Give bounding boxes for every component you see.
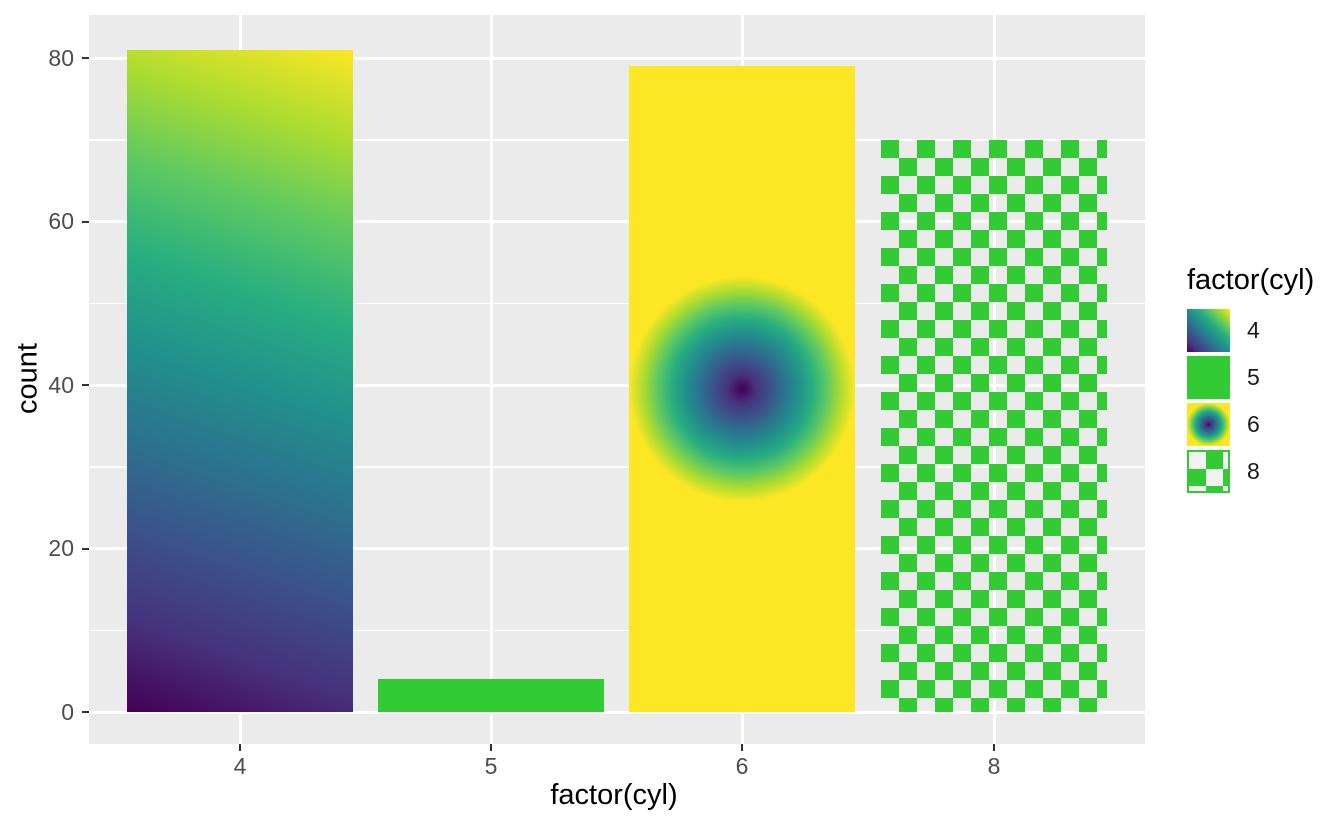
y-tick-label: 60	[48, 208, 74, 235]
x-tick-label: 6	[735, 753, 749, 779]
gridline-major	[89, 220, 1145, 224]
y-tick-label: 0	[61, 698, 74, 725]
legend: factor(cyl) 4 5 6 8	[1187, 266, 1314, 497]
gridline-minor	[89, 466, 1145, 468]
legend-key-swatch-4	[1187, 309, 1230, 352]
legend-key-swatch-8	[1187, 450, 1230, 493]
legend-key-swatch-5	[1187, 356, 1230, 399]
legend-entries: 4 5 6 8	[1187, 309, 1314, 493]
bar-cyl-8	[881, 139, 1107, 712]
gridline-major	[89, 383, 1145, 387]
legend-key-swatch-6	[1187, 403, 1230, 446]
x-tick-mark	[741, 744, 743, 751]
x-tick-mark	[993, 744, 995, 751]
gridline-major	[89, 56, 1145, 60]
x-tick-label: 4	[233, 753, 247, 779]
y-tick-mark	[82, 711, 89, 713]
x-tick-mark	[490, 744, 492, 751]
x-tick-mark	[239, 744, 241, 751]
bar-cyl-6	[629, 66, 855, 712]
plot-panel	[89, 15, 1145, 744]
bar-cyl-5	[378, 679, 604, 712]
y-tick-label: 20	[48, 535, 74, 561]
gridline-major	[89, 710, 1145, 714]
legend-item-5: 5	[1187, 356, 1314, 399]
legend-item-6: 6	[1187, 403, 1314, 446]
y-tick-mark	[82, 220, 89, 223]
legend-label: 5	[1247, 364, 1260, 390]
gridline-minor	[89, 139, 1145, 141]
legend-label: 8	[1247, 458, 1260, 484]
x-tick-label: 5	[484, 753, 498, 779]
y-tick-label: 80	[48, 44, 74, 71]
legend-item-4: 4	[1187, 309, 1314, 352]
gridline-vertical-major	[489, 15, 493, 744]
gridline-major	[89, 547, 1145, 550]
y-tick-label: 40	[48, 371, 74, 398]
bar-cyl-4	[127, 49, 353, 712]
legend-title: factor(cyl)	[1187, 264, 1315, 296]
legend-label: 4	[1247, 317, 1260, 343]
x-axis-title: factor(cyl)	[550, 779, 678, 811]
gridline-minor	[89, 302, 1145, 305]
y-tick-mark	[82, 57, 89, 60]
y-tick-mark	[82, 384, 89, 387]
y-axis-title: count	[11, 343, 44, 414]
legend-item-8: 8	[1187, 450, 1314, 493]
y-tick-mark	[82, 547, 89, 550]
legend-label: 6	[1247, 411, 1260, 437]
x-tick-label: 8	[987, 753, 1001, 779]
gridline-minor	[89, 629, 1145, 631]
